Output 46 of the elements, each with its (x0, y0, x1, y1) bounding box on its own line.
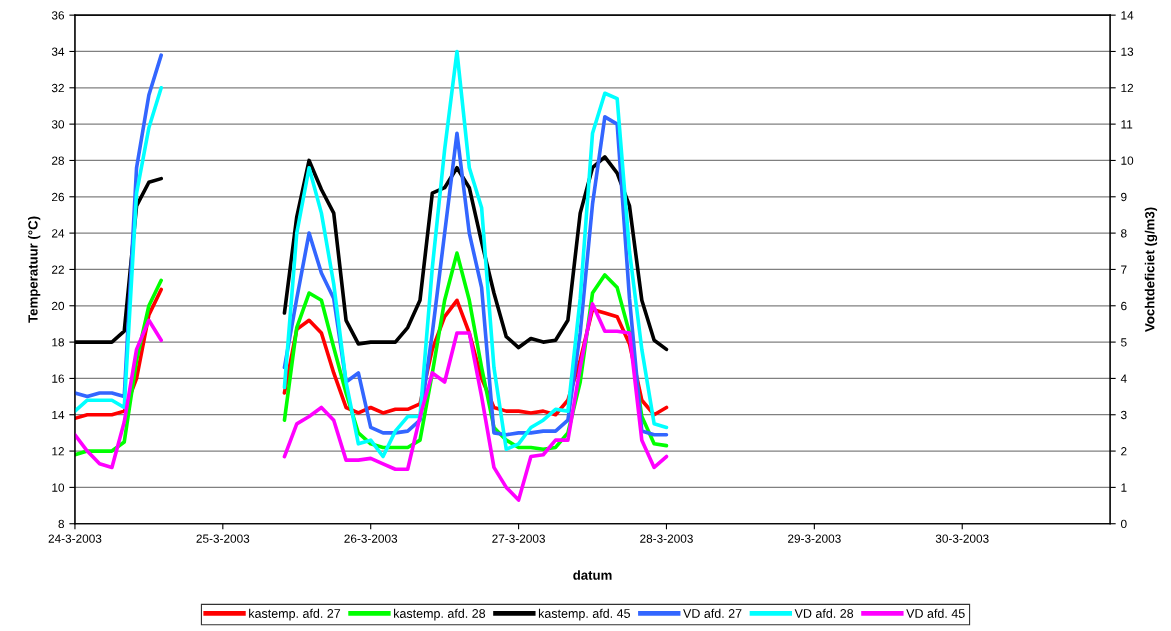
y2-tick-label: 10 (1121, 156, 1134, 165)
y-tick-label: 12 (52, 447, 64, 456)
y2-tick-label: 8 (1121, 229, 1127, 238)
legend-label: kastemp. afd. 28 (394, 608, 486, 621)
y2-tick-label: 5 (1121, 338, 1127, 347)
y2-tick-label: 12 (1121, 83, 1134, 93)
y-tick-label: 18 (52, 338, 65, 347)
x-tick-label: 26-3-2003 (344, 534, 398, 543)
y2-tick-label: 6 (1121, 301, 1127, 311)
y2-tick-label: 7 (1121, 265, 1127, 274)
y-tick-label: 24 (51, 229, 65, 238)
x-tick-label: 30-3-2003 (935, 534, 989, 543)
x-tick-label: 24-3-2003 (48, 534, 102, 543)
legend-label: VD afd. 45 (906, 608, 965, 618)
y2-tick-label: 1 (1121, 483, 1127, 492)
y-tick-label: 30 (51, 120, 65, 129)
x-tick-label: 25-3-2003 (196, 534, 250, 543)
y-tick-label: 26 (51, 192, 65, 202)
x-tick-label: 29-3-2003 (788, 534, 841, 543)
y2-tick-label: 11 (1121, 120, 1133, 129)
y2-tick-label: 4 (1120, 374, 1127, 383)
y-tick-label: 32 (51, 83, 64, 93)
legend-label: VD afd. 27 (683, 608, 742, 618)
y-tick-label: 10 (52, 483, 65, 492)
y2-axis-title: Vochtdeficiet (g/m3) (1144, 207, 1158, 332)
x-axis-title: datum (573, 570, 612, 580)
y-axis-title: Temperatuur (°C) (27, 216, 41, 323)
y-tick-label: 20 (51, 301, 65, 311)
legend-label: VD afd. 28 (794, 608, 854, 618)
y2-tick-label: 13 (1121, 47, 1134, 56)
y-tick-label: 36 (51, 11, 65, 20)
legend-label: kastemp. afd. 45 (538, 608, 630, 621)
x-tick-label: 28-3-2003 (640, 534, 693, 543)
x-tick-label: 27-3-2003 (492, 534, 545, 543)
legend-label: kastemp. afd. 27 (249, 608, 341, 621)
y2-tick-label: 3 (1120, 410, 1127, 420)
y2-tick-label: 0 (1120, 519, 1127, 529)
y-tick-label: 8 (58, 519, 65, 529)
y-tick-label: 16 (52, 374, 65, 383)
y2-tick-label: 2 (1121, 447, 1127, 456)
y-tick-label: 34 (51, 47, 65, 56)
y-tick-label: 28 (51, 156, 65, 165)
y2-tick-label: 14 (1121, 11, 1134, 20)
y2-tick-label: 9 (1121, 192, 1127, 202)
y-tick-label: 22 (51, 265, 64, 274)
y-tick-label: 14 (52, 410, 65, 420)
